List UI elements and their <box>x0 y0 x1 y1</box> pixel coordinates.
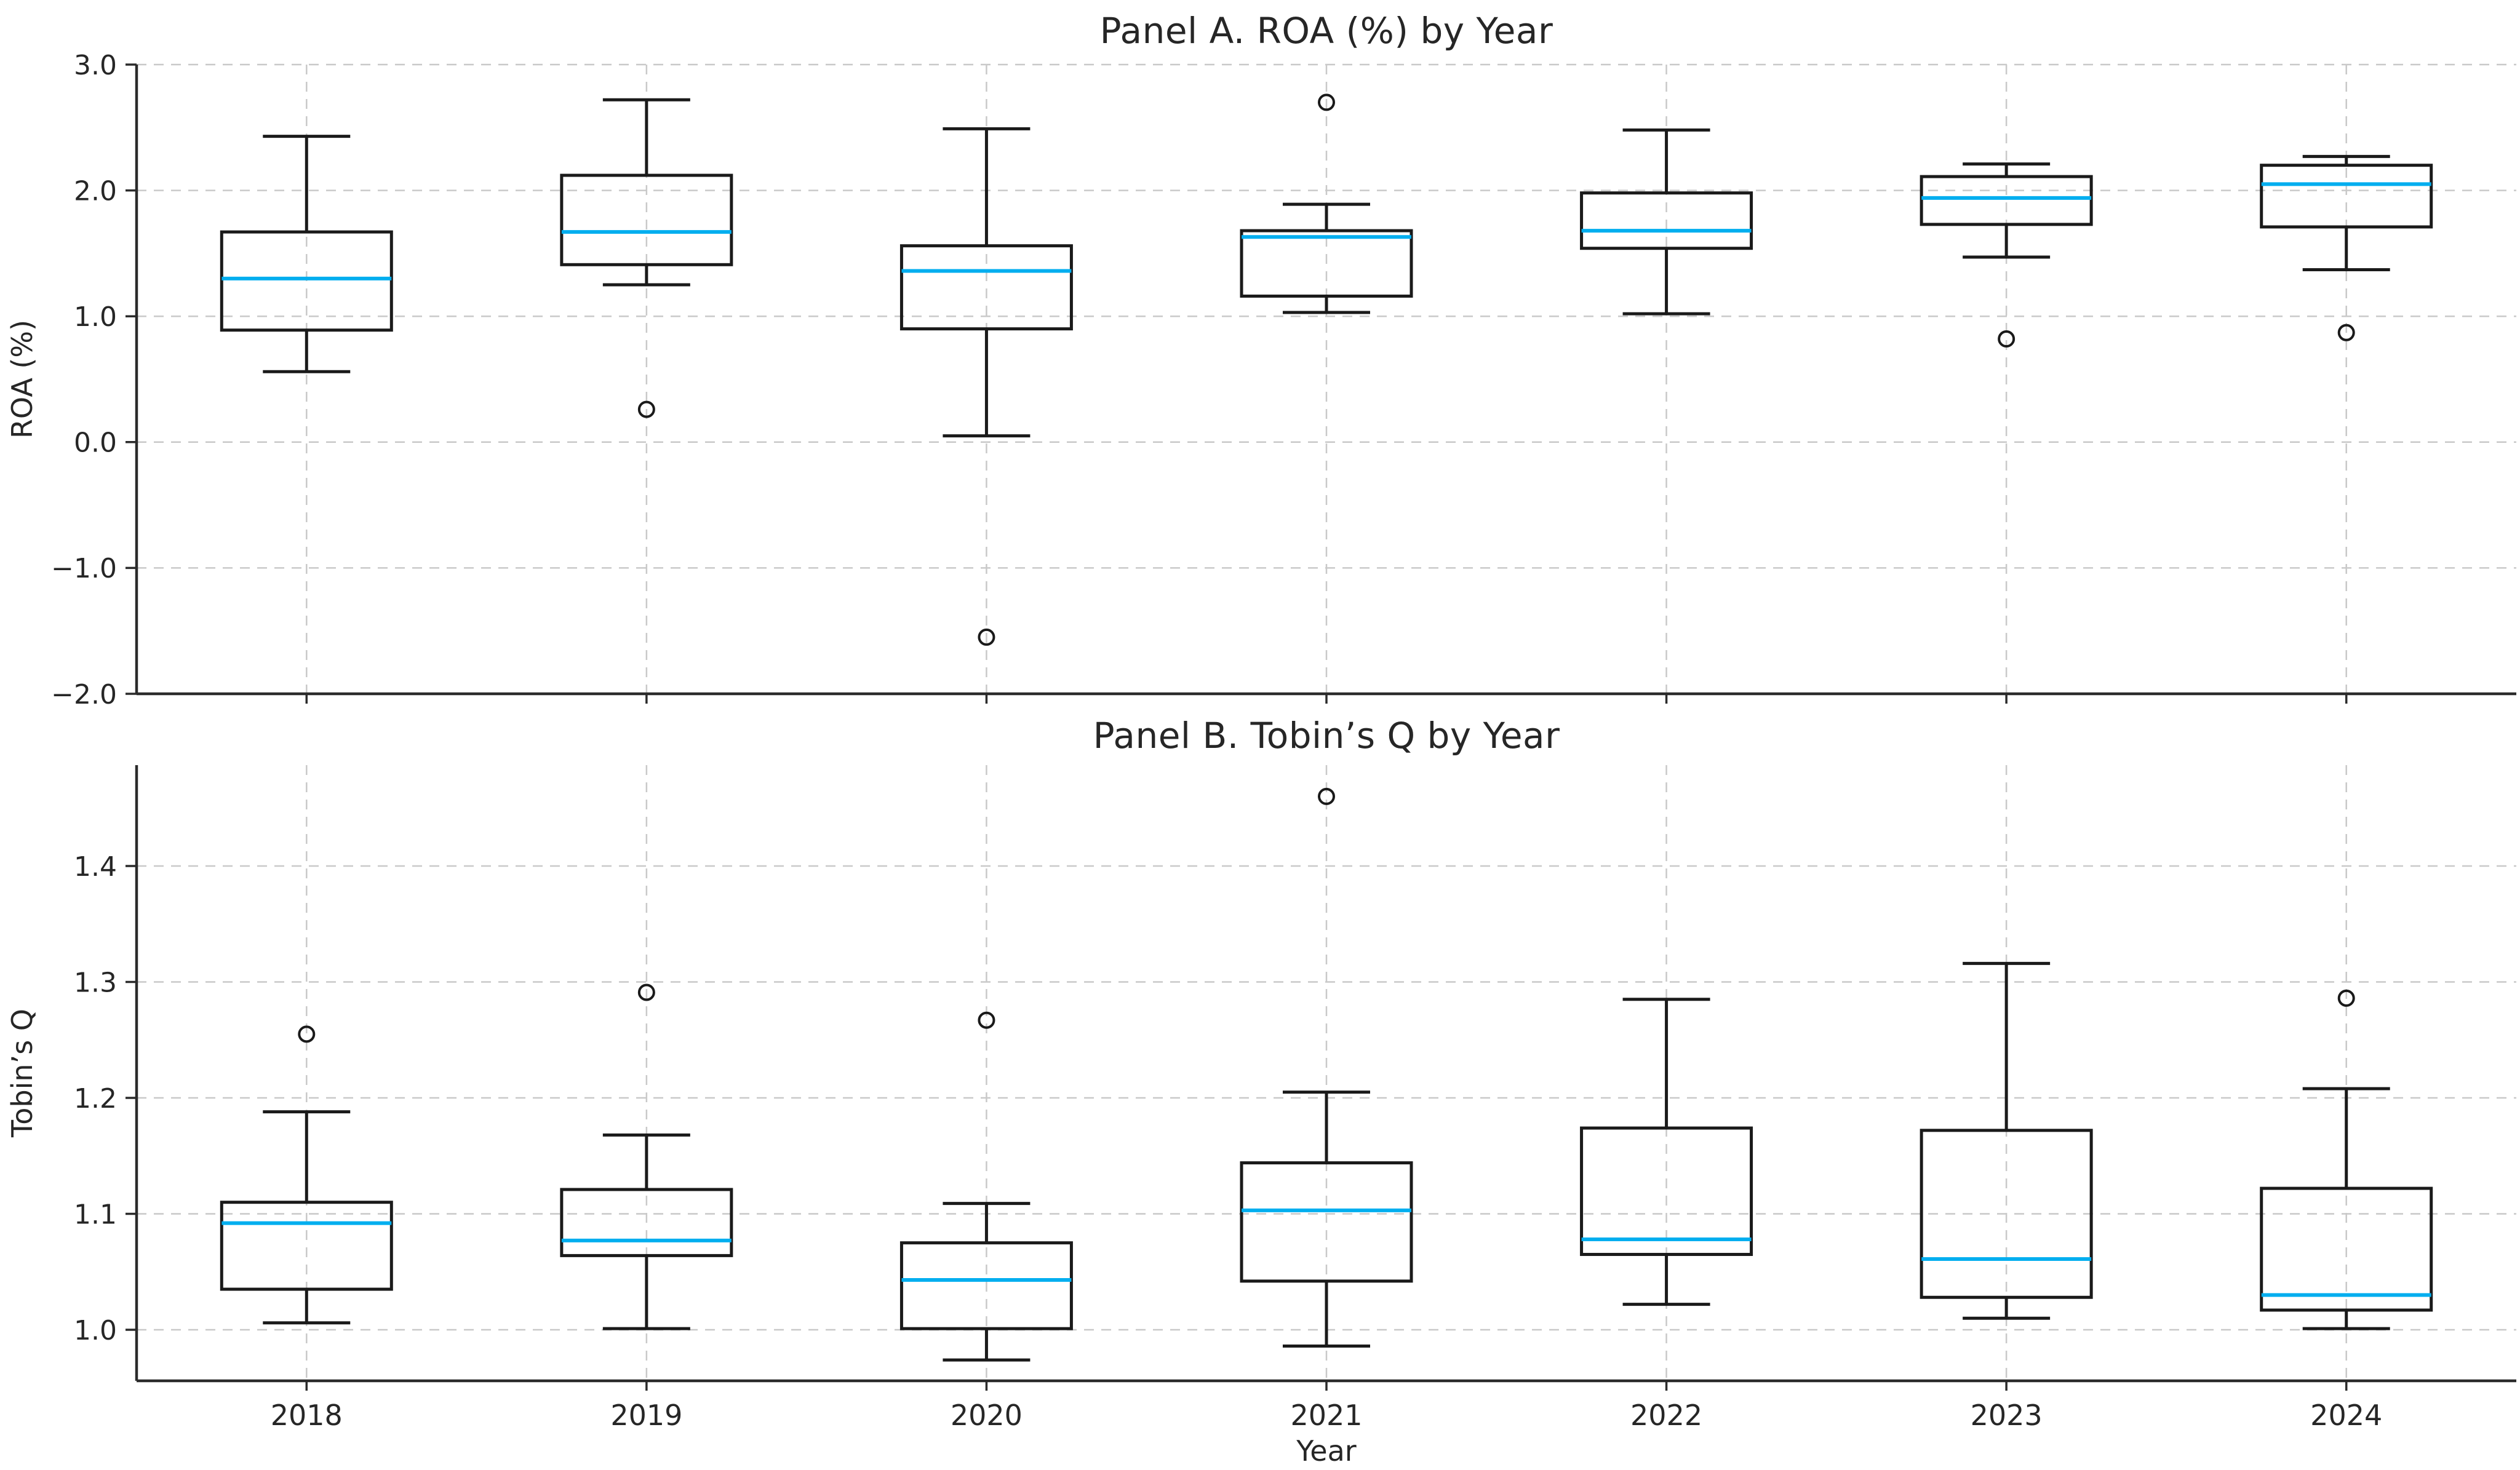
x-tick-label: 2022 <box>1630 1399 1702 1432</box>
outlier-point <box>2337 989 2355 1007</box>
y-tick-label: 1.3 <box>74 967 117 998</box>
box-2024-roa <box>2260 154 2433 341</box>
box-2022-tobinq <box>1580 998 1753 1306</box>
outlier-point <box>2337 324 2355 341</box>
outlier-point <box>1998 330 2016 348</box>
box-2023-tobinq <box>1920 961 2093 1320</box>
outlier-point <box>637 983 655 1001</box>
box-2021-roa <box>1240 93 1413 314</box>
outlier-point <box>298 1025 316 1043</box>
y-tick-label: −1.0 <box>51 553 117 584</box>
y-tick-label: 1.0 <box>74 1315 117 1346</box>
box-2022-roa <box>1580 128 1753 316</box>
box-2018-roa <box>220 135 393 373</box>
box-2020-tobinq <box>899 1011 1073 1362</box>
panel-a-title: Panel A. ROA (%) by Year <box>1099 10 1553 52</box>
box-2023-roa <box>1920 162 2093 348</box>
outlier-point <box>1318 787 1335 805</box>
y-axis-label: ROA (%) <box>6 320 39 439</box>
y-tick-label: 1.0 <box>74 301 117 333</box>
x-axis-label: Year <box>1296 1434 1356 1468</box>
x-tick-label: 2019 <box>610 1399 682 1432</box>
y-tick-label: 0.0 <box>74 427 117 459</box>
box-2018-tobinq <box>220 1025 393 1325</box>
x-tick-label: 2018 <box>271 1399 343 1432</box>
box-2019-tobinq <box>560 983 733 1330</box>
x-tick-label: 2020 <box>951 1399 1023 1432</box>
panel-b-title: Panel B. Tobin’s Q by Year <box>1093 715 1560 757</box>
box-2019-roa <box>560 98 733 418</box>
outlier-point <box>1318 93 1335 111</box>
box-2024-tobinq <box>2260 989 2433 1330</box>
box-2021-tobinq <box>1240 787 1413 1348</box>
outlier-point <box>637 400 655 418</box>
outlier-point <box>978 1011 995 1029</box>
x-tick-label: 2023 <box>1971 1399 2043 1432</box>
y-tick-label: 2.0 <box>74 175 117 207</box>
y-tick-label: 1.2 <box>74 1083 117 1114</box>
y-tick-label: 1.4 <box>74 851 117 883</box>
y-tick-label: −2.0 <box>51 679 117 710</box>
x-tick-label: 2024 <box>2310 1399 2382 1432</box>
y-tick-label: 3.0 <box>74 50 117 81</box>
y-axis-label: Tobin’s Q <box>6 1009 39 1138</box>
box-2020-roa <box>899 127 1073 646</box>
y-tick-label: 1.1 <box>74 1199 117 1230</box>
x-tick-label: 2021 <box>1290 1399 1362 1432</box>
outlier-point <box>978 628 995 646</box>
